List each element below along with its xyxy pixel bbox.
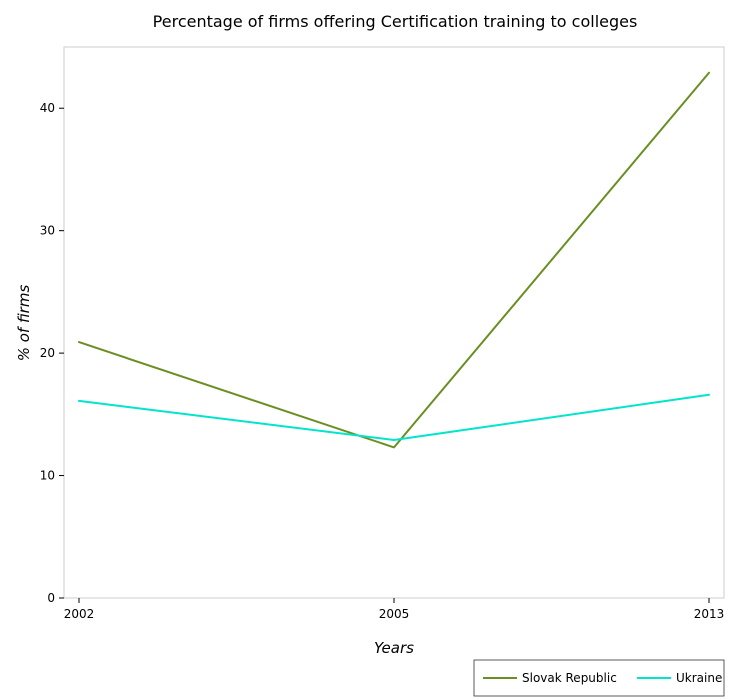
- x-tick-label: 2002: [64, 607, 95, 621]
- y-tick-label: 30: [40, 224, 55, 238]
- y-axis-ticks: 0 10 20 30 40: [40, 101, 64, 605]
- y-axis-label: % of firms: [15, 285, 33, 362]
- y-tick-label: 0: [47, 591, 55, 605]
- legend-box: [473, 659, 725, 697]
- series-line-ukraine: [78, 393, 710, 442]
- x-tick-label: 2013: [694, 607, 725, 621]
- chart-title: Percentage of firms offering Certificati…: [153, 12, 638, 31]
- y-tick-label: 40: [40, 101, 55, 115]
- series-layer: [78, 71, 710, 449]
- legend-label-slovak-republic: Slovak Republic: [522, 671, 617, 685]
- x-tick-label: 2005: [379, 607, 410, 621]
- legend-label-ukraine: Ukraine: [676, 671, 722, 685]
- y-tick-label: 10: [40, 469, 55, 483]
- plot-area: [63, 46, 725, 599]
- legend: Slovak Republic Ukraine: [473, 659, 725, 697]
- series-line-slovak-republic: [78, 71, 710, 449]
- y-tick-label: 20: [40, 346, 55, 360]
- x-axis-label: Years: [374, 639, 414, 657]
- x-axis-ticks: 2002 2005 2013: [64, 598, 725, 621]
